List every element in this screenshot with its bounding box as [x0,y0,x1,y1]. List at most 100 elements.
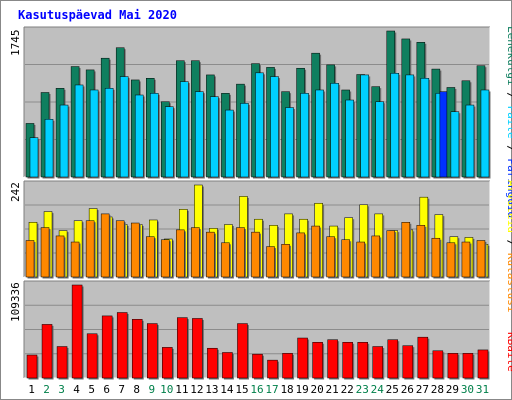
bar-files [74,84,84,178]
bar-sites [25,240,35,278]
x-tick-label: 4 [73,383,80,396]
x-tick-label: 12 [190,383,203,396]
bar-sites [266,246,275,278]
x-tick-label: 15 [235,383,248,396]
bar-sites [431,237,441,278]
bar-kbytes [342,342,353,379]
bar-sites [85,220,95,278]
bar-files [420,78,430,178]
bar-kbytes [252,353,263,379]
bar-kbytes [41,324,53,379]
x-tick-label: 1 [28,383,35,396]
bar-kbytes [147,323,158,379]
bar-files [480,89,490,178]
bar-sites [100,213,110,278]
bar-sites [206,231,215,278]
bar-kbytes [327,339,338,379]
bar-files [315,89,324,178]
bar-sites [326,236,335,278]
x-tick-label: 18 [280,383,293,396]
x-axis: 1 2 3 4 5 6 7 8 9 10 11 12 13 14 15 16 17 18 19 20 21 22 23 24 2… [28,383,489,396]
bar-sites [446,242,456,278]
y-label-bottom: 109336 [9,282,22,322]
bar-files [210,96,219,178]
legend-separator: / [505,139,512,159]
bar-files [225,109,234,178]
bar-files [59,104,69,178]
bar-kbytes [432,350,444,379]
bar-files [119,76,129,178]
bar-sites [371,235,380,278]
bar-kbytes [162,347,173,379]
bar-kbytes [312,342,323,379]
bar-kbytes [477,349,489,379]
x-tick-label: 25 [386,383,399,396]
bar-kbytes [192,318,203,379]
bar-kbytes [86,333,98,379]
x-tick-label: 19 [295,383,308,396]
x-tick-label: 30 [461,383,474,396]
bar-files [165,106,174,178]
bar-kbytes [177,317,188,379]
panel-top [23,26,491,179]
x-tick-label: 9 [148,383,155,396]
bar-sites [341,239,350,278]
bar-sites [130,222,140,278]
bar-files [134,94,144,178]
x-tick-label: 3 [58,383,65,396]
legend-item: Külastusi [505,253,512,313]
bar-kbytes [207,347,218,379]
bar-sites [476,240,486,278]
legend-top: Lehekülgi / Faile / Päringuid [505,26,512,218]
bar-files [195,91,204,178]
bar-sites [236,227,245,278]
bar-sites [281,244,290,278]
bar-files [180,81,189,178]
bar-sites [251,231,260,278]
bar-kbytes [417,336,429,379]
bar-kbytes [282,353,293,379]
bar-kbytes [462,353,474,379]
bar-sites [146,236,155,278]
x-tick-label: 31 [476,383,489,396]
bar-kbytes [71,284,83,379]
panel-bottom [23,280,491,380]
bar-kbytes [387,339,399,379]
bar-sites [161,239,170,278]
bar-sites [70,241,80,278]
bar-files [465,104,475,178]
bar-files [270,76,279,178]
x-tick-label: 2 [43,383,50,396]
bar-sites [416,225,426,278]
x-tick-label: 8 [133,383,140,396]
bar-files [300,93,309,178]
bar-files [44,119,54,178]
bar-files [405,74,415,178]
legend-separator: / [505,233,512,253]
x-tick-label: 26 [401,383,414,396]
legend-item: Päringuid [505,158,512,218]
bar-kbytes [56,346,68,379]
bar-kbytes [372,346,383,379]
x-tick-label: 11 [175,383,188,396]
x-tick-label: 13 [205,383,218,396]
bar-files [285,107,294,178]
legend-item: KBaite [505,332,512,372]
bar-files [360,74,369,178]
legend-item: Lehekülgi [505,26,512,86]
bar-files [29,137,39,178]
x-tick-label: 22 [341,383,354,396]
x-tick-label: 6 [103,383,110,396]
x-tick-label: 5 [88,383,95,396]
legend-item: Arvuteid [505,180,512,233]
bar-kbytes [267,359,278,379]
x-tick-label: 14 [220,383,234,396]
bar-sites [176,229,185,278]
bar-files [255,72,264,178]
x-tick-label: 28 [431,383,444,396]
legend-middle: Arvuteid / Külastusi [505,180,512,312]
x-tick-label: 7 [118,383,125,396]
bar-sites [311,225,320,278]
bar-kbytes [101,315,113,379]
